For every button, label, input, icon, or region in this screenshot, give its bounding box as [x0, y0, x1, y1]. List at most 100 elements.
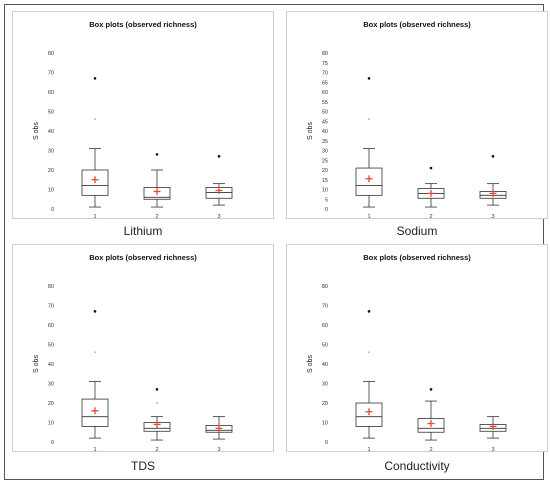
figure-frame [4, 4, 544, 480]
y-tick-label: 25 [322, 158, 328, 164]
mean-marker [215, 186, 223, 194]
y-tick-label: 50 [48, 343, 54, 349]
x-tick-label: 3 [491, 447, 494, 452]
x-tick-label: 1 [93, 447, 96, 452]
faint-outlier-point [368, 351, 370, 354]
y-tick-label: 60 [322, 323, 328, 329]
y-tick-label: 70 [48, 71, 54, 77]
y-tick-label: 60 [48, 90, 54, 96]
box [355, 167, 383, 196]
y-tick-label: 10 [48, 421, 54, 427]
outlier-point [367, 77, 371, 80]
y-tick-label: 30 [322, 149, 328, 155]
y-tick-label: 20 [322, 401, 328, 407]
faint-outlier-point [156, 402, 158, 404]
x-tick-label: 2 [429, 447, 432, 452]
x-tick-label: 3 [217, 214, 220, 219]
y-tick-label: 10 [48, 188, 54, 194]
mean-marker [215, 424, 223, 432]
y-tick-label: 50 [322, 110, 328, 116]
y-tick-label: 50 [322, 343, 328, 349]
y-tick-label: 0 [51, 207, 54, 213]
mean-marker [489, 422, 497, 430]
panel-border [12, 11, 274, 219]
y-tick-label: 10 [322, 188, 328, 194]
y-tick-label: 30 [322, 382, 328, 388]
outlier-point [155, 388, 159, 391]
y-tick-label: 60 [322, 90, 328, 96]
y-tick-label: 70 [322, 304, 328, 310]
mean-marker [365, 175, 373, 183]
y-tick-label: 20 [48, 401, 54, 407]
panel-caption-conductivity: Conductivity [384, 459, 450, 473]
faint-outlier-point [94, 351, 96, 354]
outlier-point [93, 310, 97, 313]
y-axis-label: S obs [33, 122, 40, 140]
chart-title: Box plots (observed richness) [363, 20, 471, 29]
panel-caption-sodium: Sodium [396, 224, 438, 238]
y-tick-label: 75 [322, 61, 328, 67]
y-tick-label: 0 [325, 207, 328, 213]
outlier-point [429, 166, 433, 170]
mean-marker [153, 420, 161, 428]
y-tick-label: 70 [322, 71, 328, 77]
x-tick-label: 3 [217, 447, 220, 452]
chart-panel-lithium: Box plots (observed richness) S obs 0 10 20 3… [12, 11, 274, 219]
panel-caption-lithium: Lithium [123, 224, 163, 238]
x-tick-label: 3 [491, 214, 494, 219]
panel-border [286, 244, 548, 452]
y-tick-label: 0 [51, 440, 54, 446]
outlier-point [367, 310, 371, 313]
y-tick-label: 5 [325, 197, 328, 203]
y-tick-label: 20 [322, 168, 328, 174]
mean-marker [91, 407, 99, 415]
y-tick-label: 0 [325, 440, 328, 446]
mean-marker [365, 408, 373, 416]
y-tick-label: 70 [48, 304, 54, 310]
panel-border [12, 244, 274, 452]
chart-panel-tds: Box plots (observed richness) S obs 0 10 20 3… [12, 244, 274, 452]
x-tick-label: 2 [155, 214, 158, 219]
y-tick-label: 15 [322, 178, 328, 184]
faint-outlier-point [368, 118, 370, 121]
chart-title: Box plots (observed richness) [89, 253, 197, 262]
y-tick-label: 80 [48, 284, 54, 290]
y-axis-label: S obs [33, 355, 40, 373]
mean-marker [489, 189, 497, 197]
y-tick-label: 40 [48, 362, 54, 368]
y-tick-label: 40 [322, 362, 328, 368]
outlier-point [217, 155, 221, 158]
mean-marker [427, 189, 435, 197]
y-tick-label: 40 [322, 129, 328, 135]
mean-marker [427, 419, 435, 427]
y-axis-label: S obs [307, 355, 314, 373]
panel-border [286, 11, 548, 219]
y-tick-label: 30 [48, 149, 54, 155]
x-tick-label: 1 [93, 214, 96, 219]
mean-marker [91, 176, 99, 184]
y-tick-label: 80 [322, 51, 328, 57]
y-tick-label: 45 [322, 119, 328, 125]
chart-title: Box plots (observed richness) [89, 20, 197, 29]
x-tick-label: 1 [367, 214, 370, 219]
chart-title: Box plots (observed richness) [363, 253, 471, 262]
y-tick-label: 55 [322, 100, 328, 106]
x-tick-label: 2 [155, 447, 158, 452]
outlier-point [155, 153, 159, 156]
chart-panel-conductivity: Box plots (observed richness) S obs 0 10 20 3… [286, 244, 548, 452]
y-tick-label: 60 [48, 323, 54, 329]
y-tick-label: 80 [322, 284, 328, 290]
y-tick-label: 65 [322, 80, 328, 86]
chart-panel-sodium: Box plots (observed richness)S obs051015… [286, 11, 548, 219]
y-tick-label: 50 [48, 110, 54, 116]
y-tick-label: 10 [322, 421, 328, 427]
y-tick-label: 30 [48, 382, 54, 388]
outlier-point [429, 388, 433, 391]
y-tick-label: 35 [322, 139, 328, 145]
panel-caption-tds: TDS [131, 459, 155, 473]
y-tick-label: 80 [48, 51, 54, 57]
faint-outlier-point [94, 118, 96, 121]
y-tick-label: 20 [48, 168, 54, 174]
y-tick-label: 40 [48, 129, 54, 135]
x-tick-label: 2 [429, 214, 432, 219]
